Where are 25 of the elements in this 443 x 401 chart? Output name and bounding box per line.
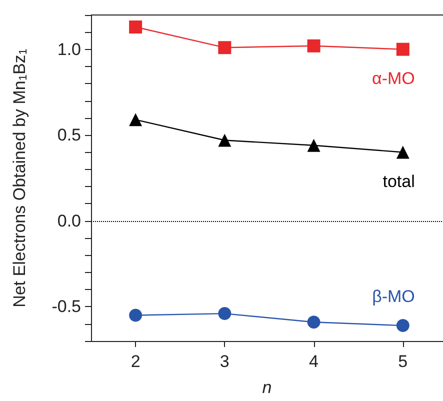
point	[396, 146, 410, 159]
point	[129, 20, 142, 34]
x-axis-title: n	[262, 378, 272, 397]
x-tick-label: 2	[130, 352, 140, 371]
point	[129, 113, 142, 126]
point	[396, 42, 410, 56]
series-label: β-MO	[372, 287, 415, 306]
y-tick-label: -0.5	[52, 297, 81, 316]
series-label: α-MO	[372, 68, 415, 88]
y-axis-title: Net Electrons Obtained by Mn1Bz1	[10, 48, 30, 308]
point	[307, 316, 320, 329]
series-label: total	[382, 172, 415, 191]
point	[129, 308, 142, 322]
x-tick-label: 5	[398, 352, 408, 371]
point	[396, 319, 410, 332]
point	[218, 134, 232, 147]
y-tick-label: 0.0	[57, 211, 81, 230]
x-tick-label: 3	[220, 352, 230, 371]
point	[307, 138, 320, 152]
point	[218, 41, 232, 54]
y-tick-label: 1.0	[57, 40, 81, 59]
y-tick-label: 0.5	[57, 126, 81, 145]
x-tick-label: 4	[309, 352, 319, 371]
point	[218, 307, 232, 320]
point	[307, 39, 320, 52]
